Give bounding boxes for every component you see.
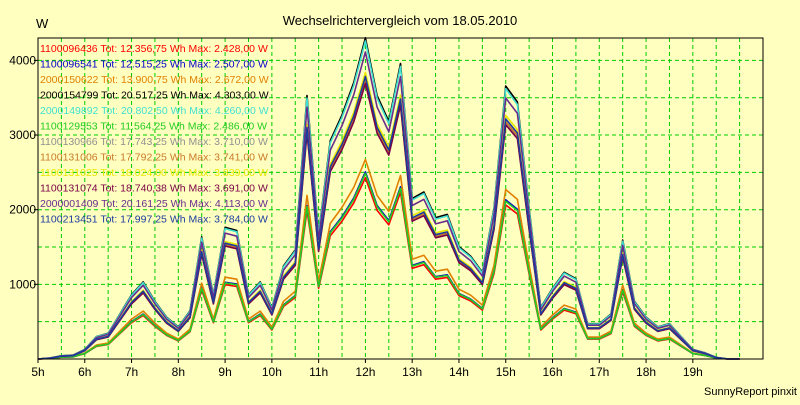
legend-entry-8: 1100131006 Tot: 17.792,25 Wh Max: 3.741,… — [40, 152, 268, 164]
x-tick-label: 8h — [172, 365, 185, 379]
series-lines — [37, 36, 740, 360]
series-line-5 — [37, 40, 740, 360]
x-tick-label: 10h — [262, 365, 282, 379]
x-tick-label: 11h — [309, 365, 328, 379]
y-tick-label: 3000 — [9, 128, 36, 142]
legend-entry-7: 1100130966 Tot: 17.743,25 Wh Max: 3.710,… — [40, 136, 268, 148]
y-tick-label: 2000 — [9, 203, 36, 217]
series-line-11 — [37, 51, 740, 360]
y-tick-label: 4000 — [9, 53, 36, 67]
x-tick-label: 7h — [125, 365, 138, 379]
series-line-3 — [37, 158, 740, 360]
chart-title: Wechselrichtervergleich vom 18.05.2010 — [283, 13, 518, 28]
legend-entry-5: 2000149892 Tot: 20.802,50 Wh Max: 4.260,… — [40, 105, 269, 117]
series-line-6 — [37, 172, 740, 360]
legend-entry-11: 2000001409 Tot: 20.161,25 Wh Max: 4.113,… — [40, 198, 268, 210]
footer-credit: SunnyReport pinxit — [704, 386, 797, 398]
x-tick-label: 9h — [218, 365, 231, 379]
x-tick-label: 15h — [496, 365, 516, 379]
legend-entry-3: 2000150622 Tot: 13.900,75 Wh Max: 2.672,… — [40, 74, 269, 86]
legend-entry-4: 2000154799 Tot: 20.517,25 Wh Max: 4.303,… — [40, 90, 269, 102]
legend-entry-1: 1100096436 Tot: 12.356,75 Wh Max: 2.428,… — [40, 43, 268, 55]
x-tick-label: 12h — [355, 365, 375, 379]
x-tick-label: 18h — [636, 365, 656, 379]
series-line-12 — [37, 75, 740, 360]
x-tick-label: 13h — [402, 365, 422, 379]
legend-entry-2: 1100096541 Tot: 12.515,25 Wh Max: 2.507,… — [40, 59, 268, 71]
x-tick-label: 6h — [78, 365, 91, 379]
y-axis-unit: W — [36, 16, 49, 31]
x-tick-label: 19h — [683, 365, 703, 379]
legend: 1100096436 Tot: 12.356,75 Wh Max: 2.428,… — [40, 43, 269, 226]
y-tick-labels: 1000 2000 3000 4000 — [9, 53, 38, 291]
legend-entry-12: 1100213451 Tot: 17.997,25 Wh Max: 3.784,… — [40, 214, 268, 226]
x-tick-label: 14h — [449, 365, 469, 379]
y-tick-label: 1000 — [9, 277, 36, 291]
legend-entry-9: 1100131025 Tot: 18.024,00 Wh Max: 3.839,… — [40, 167, 268, 179]
x-tick-label: 17h — [589, 365, 609, 379]
legend-entry-6: 1100129553 Tot: 11.564,25 Wh Max: 2.486,… — [40, 121, 267, 133]
plot-border — [37, 37, 764, 360]
legend-entry-10: 1100131074 Tot: 18.740,38 Wh Max: 3.691,… — [40, 183, 268, 195]
x-tick-label: 5h — [31, 365, 44, 379]
grid — [37, 38, 763, 359]
x-tick-labels: 5h 6h 7h 8h 9h 10h 11h 12h 13h 14h 15h 16h 17h 18h 19h — [31, 359, 703, 379]
x-tick-label: 16h — [543, 365, 563, 379]
